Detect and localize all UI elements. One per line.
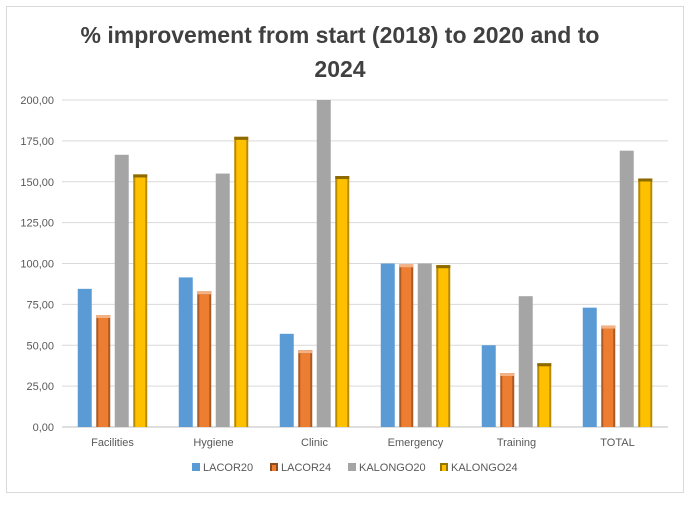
bar-lacor24-facilities: [96, 315, 111, 427]
y-tick-label: 200,00: [20, 95, 54, 107]
bar-lacor24-training: [500, 373, 515, 427]
bar-lacor20-clinic: [279, 333, 294, 427]
legend-label: LACOR20: [203, 462, 253, 474]
bar-lacor24-hygiene: [197, 291, 212, 427]
bar-kalongo20-hygiene: [215, 173, 230, 427]
bar-lacor20-training: [481, 345, 496, 427]
legend-item: KALONGO20: [348, 462, 426, 474]
legend-item: LACOR24: [270, 462, 331, 474]
bar-lacor24-emergency: [399, 264, 414, 427]
bar-kalongo20-total: [619, 150, 634, 427]
legend: LACOR20 LACOR24 KALONGO20 KALONGO24: [192, 462, 518, 474]
bar-lacor24-total: [601, 325, 616, 427]
bar-kalongo20-facilities: [114, 154, 129, 427]
y-tick-label: 125,00: [20, 218, 54, 230]
x-category-label: Training: [497, 437, 536, 449]
y-tick-label: 50,00: [26, 340, 54, 352]
bar-lacor20-emergency: [380, 263, 395, 427]
bar-kalongo24-clinic: [335, 176, 350, 427]
bar-kalongo20-emergency: [417, 263, 432, 427]
gridlines: [62, 99, 668, 428]
bar-kalongo24-hygiene: [234, 136, 249, 427]
bar-lacor24-clinic: [298, 350, 313, 427]
x-category-label: Hygiene: [193, 437, 233, 449]
legend-item: LACOR20: [192, 462, 253, 474]
y-tick-label: 75,00: [26, 299, 54, 311]
x-category-label: TOTAL: [600, 437, 634, 449]
y-axis-ticks: 0,00 25,00 50,00 75,00 100,00 125,00 150,00 175…: [20, 95, 54, 434]
bar-kalongo24-facilities: [133, 174, 148, 427]
bar-lacor20-hygiene: [178, 277, 193, 427]
x-category-label: Clinic: [301, 437, 328, 449]
y-tick-label: 100,00: [20, 259, 54, 271]
bars: [77, 100, 653, 427]
bar-lacor20-facilities: [77, 288, 92, 427]
y-tick-label: 0,00: [33, 422, 54, 434]
legend-label: LACOR24: [281, 462, 331, 474]
chart-title: % improvement from start (2018) to 2020 …: [80, 22, 600, 82]
bar-kalongo24-training: [537, 363, 552, 427]
bar-lacor20-total: [582, 307, 597, 427]
bar-kalongo24-total: [638, 178, 653, 427]
legend-swatch: [192, 463, 200, 471]
bar-kalongo20-clinic: [316, 100, 331, 427]
y-tick-label: 150,00: [20, 177, 54, 189]
legend-item: KALONGO24: [440, 462, 518, 474]
legend-label: KALONGO20: [359, 462, 426, 474]
x-axis-categories: Facilities Hygiene Clinic Emergency Training…: [91, 437, 635, 449]
x-category-label: Emergency: [388, 437, 444, 449]
bar-kalongo24-emergency: [436, 265, 451, 427]
y-tick-label: 175,00: [20, 136, 54, 148]
bar-kalongo20-training: [518, 296, 533, 427]
y-tick-label: 25,00: [26, 381, 54, 393]
legend-label: KALONGO24: [451, 462, 518, 474]
x-category-label: Facilities: [91, 437, 134, 449]
legend-swatch: [348, 463, 356, 471]
